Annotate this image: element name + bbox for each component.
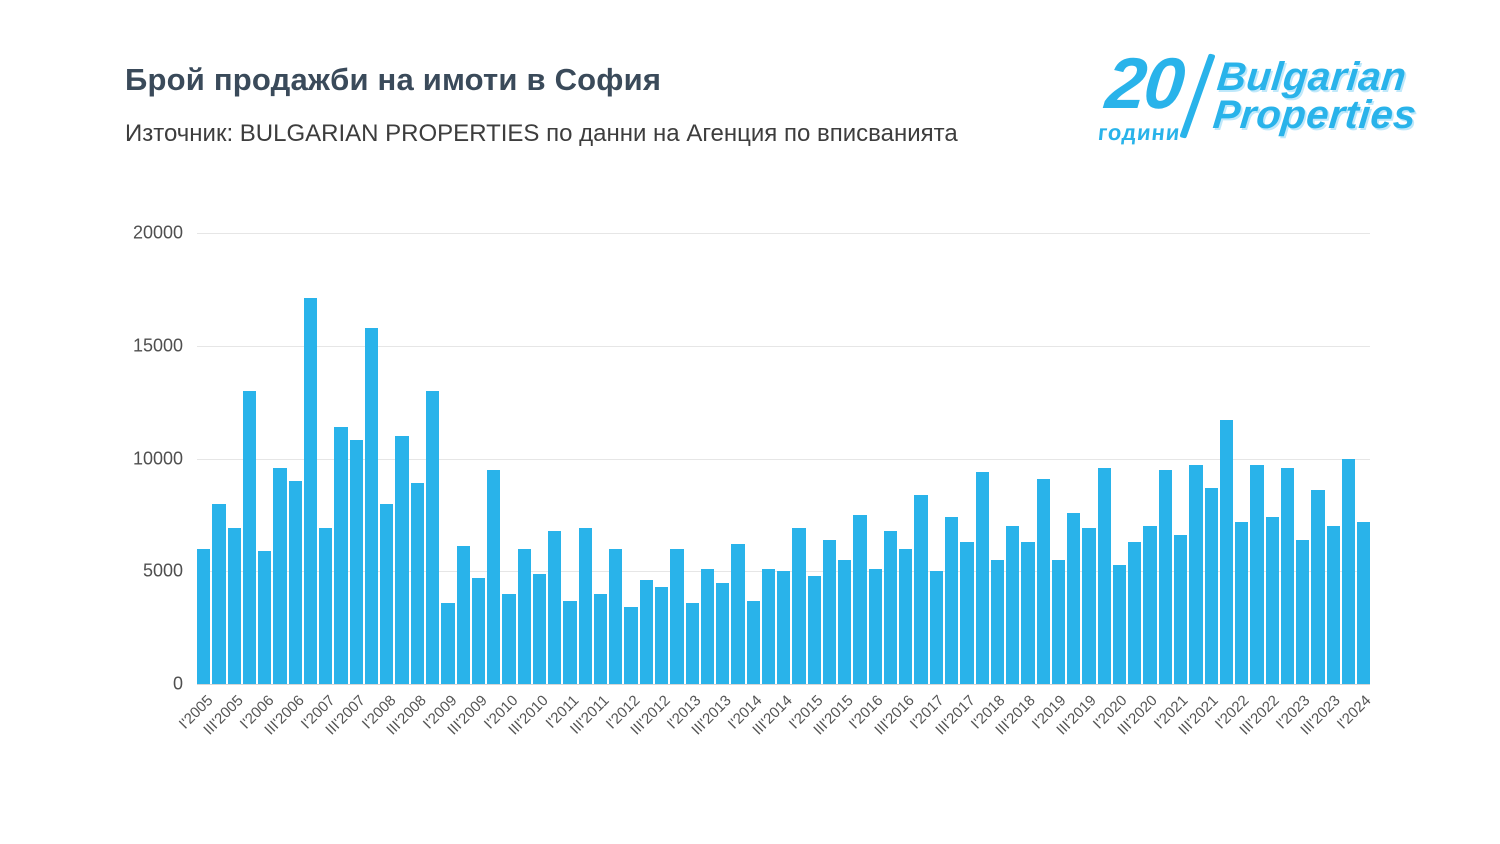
bar-II'2023[interactable] <box>1311 490 1325 684</box>
bar-I'2007[interactable] <box>319 528 333 684</box>
bar-I'2008[interactable] <box>380 503 394 684</box>
bar-IV'2017[interactable] <box>975 472 989 684</box>
bar-III'2020[interactable] <box>1143 526 1157 684</box>
bar-I'2005[interactable] <box>197 548 211 684</box>
bar-II'2017[interactable] <box>945 517 959 684</box>
bar-II'2010[interactable] <box>517 548 531 684</box>
bar-I'2014[interactable] <box>746 600 760 684</box>
bar-III'2023[interactable] <box>1326 526 1340 684</box>
bar-IV'2007[interactable] <box>364 327 379 684</box>
bar-I'2021[interactable] <box>1174 535 1188 684</box>
bar-I'2018[interactable] <box>990 559 1005 684</box>
bar-IV'2008[interactable] <box>425 390 440 684</box>
bar-III'2015[interactable] <box>838 559 852 684</box>
bar-IV'2016[interactable] <box>914 494 928 684</box>
bar-IV'2010[interactable] <box>548 530 562 684</box>
bar-III'2007[interactable] <box>349 440 363 684</box>
bar-II'2006[interactable] <box>273 467 287 684</box>
bar-IV'2020[interactable] <box>1158 469 1172 684</box>
gridline-15000 <box>197 345 1370 347</box>
bar-II'2019[interactable] <box>1067 512 1081 684</box>
bar-IV'2006[interactable] <box>303 298 318 684</box>
bar-IV'2023[interactable] <box>1341 458 1356 684</box>
bar-IV'2009[interactable] <box>487 469 501 684</box>
bulgarian-properties-logo: 20 години Bulgarian Properties <box>1096 44 1423 145</box>
logo-20-years-badge: 20 години <box>1096 44 1189 145</box>
bar-I'2012[interactable] <box>624 607 638 684</box>
y-axis-label: 5000 <box>142 560 183 581</box>
bar-III'2011[interactable] <box>593 593 608 684</box>
bar-II'2013[interactable] <box>700 569 715 684</box>
bar-I'2015[interactable] <box>807 575 821 684</box>
bar-III'2016[interactable] <box>899 548 913 684</box>
logo-brand-line2: Properties <box>1210 93 1419 137</box>
bar-II'2018[interactable] <box>1006 526 1020 684</box>
bar-II'2014[interactable] <box>761 569 776 684</box>
x-axis-label-text: I'2024 <box>1333 692 1375 733</box>
y-axis-label: 20000 <box>132 222 183 243</box>
logo-brand-name: Bulgarian Properties <box>1210 55 1422 137</box>
bar-IV'2005[interactable] <box>242 390 257 684</box>
bar-IV'2019[interactable] <box>1097 467 1111 684</box>
bar-IV'2022[interactable] <box>1280 467 1295 684</box>
bar-IV'2015[interactable] <box>853 514 867 684</box>
bar-III'2017[interactable] <box>960 541 974 684</box>
bar-I'2020[interactable] <box>1112 564 1127 684</box>
bar-III'2018[interactable] <box>1021 541 1035 684</box>
gridline-10000 <box>197 458 1370 460</box>
bar-IV'2011[interactable] <box>609 548 623 684</box>
bar-IV'2013[interactable] <box>731 544 745 684</box>
bar-II'2011[interactable] <box>578 528 592 684</box>
logo-number: 20 <box>1101 44 1187 124</box>
bar-IV'2012[interactable] <box>670 548 684 684</box>
page-title: Брой продажби на имоти в София <box>125 62 662 97</box>
bar-IV'2014[interactable] <box>792 528 806 684</box>
bar-I'2006[interactable] <box>258 550 272 684</box>
y-axis-label: 10000 <box>132 448 183 468</box>
bar-I'2010[interactable] <box>502 593 516 684</box>
bar-II'2020[interactable] <box>1128 541 1142 684</box>
bar-III'2006[interactable] <box>288 481 302 684</box>
bar-I'2011[interactable] <box>563 600 577 684</box>
bar-I'2022[interactable] <box>1235 521 1249 684</box>
bar-II'2022[interactable] <box>1250 465 1264 684</box>
bar-I'2024[interactable] <box>1357 521 1371 684</box>
chart-source-subtitle: Източник: BULGARIAN PROPERTIES по данни … <box>125 120 958 147</box>
logo-years-label: години <box>1096 120 1182 145</box>
y-axis-label: 0 <box>172 673 183 694</box>
bar-III'2005[interactable] <box>227 528 241 684</box>
bar-III'2008[interactable] <box>410 483 424 684</box>
bar-I'2023[interactable] <box>1296 539 1310 684</box>
bar-series <box>197 233 1371 684</box>
bar-II'2008[interactable] <box>395 435 409 684</box>
bar-I'2017[interactable] <box>929 571 944 684</box>
bar-IV'2018[interactable] <box>1036 478 1050 684</box>
bar-III'2014[interactable] <box>777 571 791 684</box>
bar-I'2019[interactable] <box>1051 559 1066 684</box>
bar-III'2022[interactable] <box>1265 517 1279 684</box>
bar-I'2016[interactable] <box>868 569 882 684</box>
bar-I'2013[interactable] <box>685 602 699 684</box>
bar-III'2019[interactable] <box>1082 528 1096 684</box>
bar-III'2021[interactable] <box>1204 487 1218 684</box>
bar-I'2009[interactable] <box>441 602 455 684</box>
gridline-20000 <box>197 233 1370 234</box>
bar-II'2005[interactable] <box>212 503 226 684</box>
bar-III'2009[interactable] <box>471 578 486 684</box>
y-axis-label: 15000 <box>132 335 183 356</box>
bar-IV'2021[interactable] <box>1219 420 1234 684</box>
bar-III'2010[interactable] <box>532 573 547 684</box>
bar-III'2013[interactable] <box>716 582 730 684</box>
x-axis-labels: I'2005 III'2005 I'2006 III'2006 I'2007 III'20… <box>176 684 1374 804</box>
logo-brand-line1: Bulgarian <box>1214 55 1409 99</box>
gridline-0 <box>197 684 1370 685</box>
bar-II'2015[interactable] <box>822 539 837 684</box>
bar-II'2009[interactable] <box>456 546 470 684</box>
bar-chart-plot-area: 0 5000 10000 15000 20000 I'2005 III'2005 I'2006… <box>133 223 1374 739</box>
bar-II'2007[interactable] <box>334 426 348 684</box>
bar-II'2021[interactable] <box>1189 465 1203 684</box>
bar-II'2012[interactable] <box>639 580 653 684</box>
bar-III'2012[interactable] <box>654 587 669 684</box>
bar-II'2016[interactable] <box>883 530 898 684</box>
